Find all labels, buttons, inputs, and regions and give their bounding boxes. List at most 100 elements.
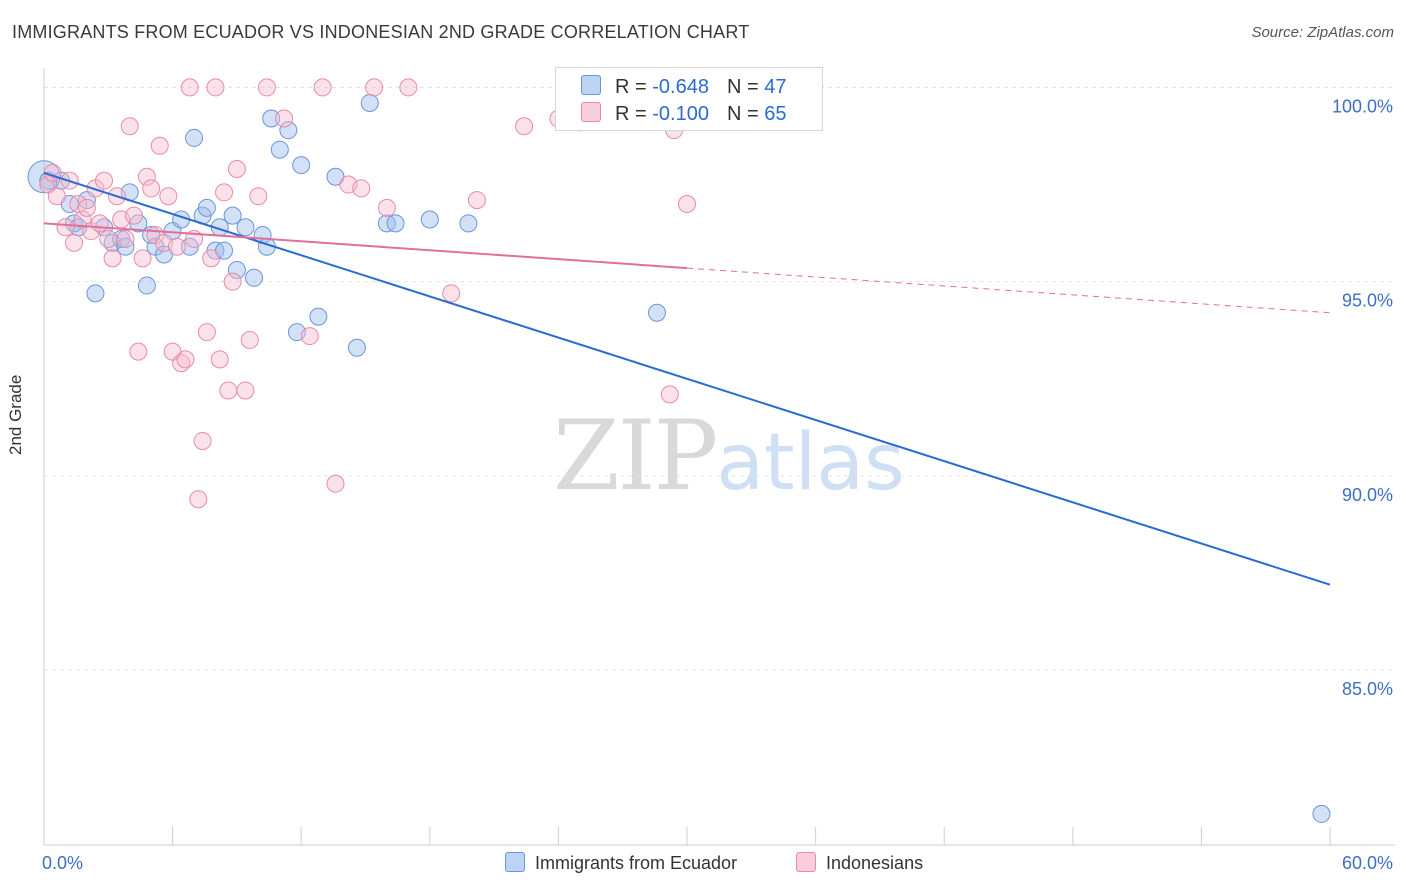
ecuador-n-label: N = <box>726 76 765 98</box>
indonesians-point <box>167 237 186 256</box>
indonesians-point <box>137 167 156 186</box>
legend-indonesians-swatch <box>796 852 816 872</box>
indonesians-point <box>313 78 332 97</box>
y-axis-label: 2nd Grade <box>6 374 25 455</box>
ecuador-trend-line <box>43 171 1331 586</box>
indonesians-point <box>215 183 234 202</box>
indonesians-point <box>206 78 225 97</box>
stats-legend: R = -0.648 N = 47 R = -0.100 N = 65 <box>555 67 823 131</box>
ecuador-r-label: R = <box>615 76 653 98</box>
ecuador-point <box>137 276 156 295</box>
indonesians-point <box>56 218 75 237</box>
ecuador-point <box>262 109 281 128</box>
ecuador-swatch <box>581 75 601 95</box>
indonesians-point <box>120 117 139 136</box>
indonesians-point <box>193 431 212 450</box>
indonesians-point <box>176 350 195 369</box>
chart-title: IMMIGRANTS FROM ECUADOR VS INDONESIAN 2N… <box>12 22 750 42</box>
y-tick-label: 95.0% <box>1342 291 1393 311</box>
indonesians-point <box>77 198 96 217</box>
indonesians-point <box>142 179 161 198</box>
indonesians-swatch <box>581 102 601 122</box>
watermark-zip: ZIP <box>553 400 718 512</box>
indonesians-point <box>180 78 199 97</box>
indonesians-point <box>133 249 152 268</box>
indonesians-point <box>197 323 216 342</box>
indonesians-point <box>223 272 242 291</box>
indonesians-n-label: N = <box>726 103 765 125</box>
indonesians-point <box>399 78 418 97</box>
ecuador-point <box>185 128 204 147</box>
indonesians-r-label: R = <box>615 103 653 125</box>
ecuador-point <box>279 121 298 140</box>
stats-legend-row-indonesians: R = -0.100 N = 65 <box>581 102 786 126</box>
ecuador-r-value: -0.648 <box>652 76 709 98</box>
x-tick-label: 0.0% <box>42 853 83 873</box>
ecuador-point <box>223 206 242 225</box>
indonesians-point <box>47 187 66 206</box>
indonesians-point <box>99 229 118 248</box>
ecuador-point <box>347 338 366 357</box>
ecuador-point <box>647 303 666 322</box>
indonesians-point <box>678 194 696 213</box>
ecuador-point <box>197 198 216 217</box>
ecuador-point <box>1312 804 1331 823</box>
indonesians-point <box>103 249 122 268</box>
indonesians-point <box>300 327 319 346</box>
indonesians-point <box>240 330 259 349</box>
y-tick-label: 100.0% <box>1332 96 1393 116</box>
indonesians-point <box>442 284 461 303</box>
indonesians-point <box>219 381 238 400</box>
ecuador-point <box>270 140 289 159</box>
indonesians-point <box>236 381 255 400</box>
legend-ecuador-swatch <box>505 852 525 872</box>
ecuador-point <box>309 307 328 326</box>
x-tick-label: 60.0% <box>1342 853 1393 873</box>
source-credit: Source: ZipAtlas.com <box>1251 24 1394 41</box>
ecuador-point <box>459 214 478 233</box>
indonesians-point <box>210 350 229 369</box>
ecuador-point <box>236 218 255 237</box>
legend-item-ecuador: Immigrants from Ecuador <box>505 852 737 874</box>
indonesians-point <box>65 233 84 252</box>
indonesians-point <box>377 198 396 217</box>
indonesians-point <box>95 171 114 190</box>
indonesians-point <box>116 229 135 248</box>
y-tick-label: 90.0% <box>1342 485 1393 505</box>
indonesians-point <box>326 474 345 493</box>
indonesians-point <box>275 109 294 128</box>
ecuador-point <box>360 93 379 112</box>
indonesians-point <box>90 214 109 233</box>
indonesians-trend-extension <box>686 267 1331 314</box>
stats-legend-row-ecuador: R = -0.648 N = 47 <box>581 75 786 99</box>
indonesians-point <box>257 78 276 97</box>
y-tick-label: 85.0% <box>1342 679 1393 699</box>
legend-item-indonesians: Indonesians <box>796 852 923 874</box>
ecuador-point <box>86 284 105 303</box>
ecuador-point <box>292 156 311 175</box>
indonesians-point <box>129 342 148 361</box>
legend-ecuador-label: Immigrants from Ecuador <box>535 853 738 873</box>
ecuador-point <box>420 210 439 229</box>
legend-indonesians-label: Indonesians <box>826 853 924 873</box>
indonesians-point <box>249 187 268 206</box>
indonesians-trend-line <box>43 222 688 270</box>
ecuador-n-value: 47 <box>764 76 787 98</box>
indonesians-point <box>515 117 534 136</box>
ecuador-point <box>116 237 135 256</box>
indonesians-point <box>189 490 208 509</box>
ecuador-point <box>245 268 264 287</box>
indonesians-point <box>159 187 178 206</box>
indonesians-point <box>660 385 679 404</box>
indonesians-point <box>352 179 371 198</box>
indonesians-n-value: 65 <box>764 103 787 125</box>
indonesians-point <box>202 249 221 268</box>
indonesians-r-value: -0.100 <box>652 103 709 125</box>
indonesians-point <box>125 206 144 225</box>
indonesians-point <box>227 160 246 179</box>
watermark-atlas: atlas <box>716 418 905 508</box>
watermark: ZIPatlas <box>553 400 905 512</box>
ecuador-point <box>227 261 246 280</box>
indonesians-point <box>365 78 384 97</box>
